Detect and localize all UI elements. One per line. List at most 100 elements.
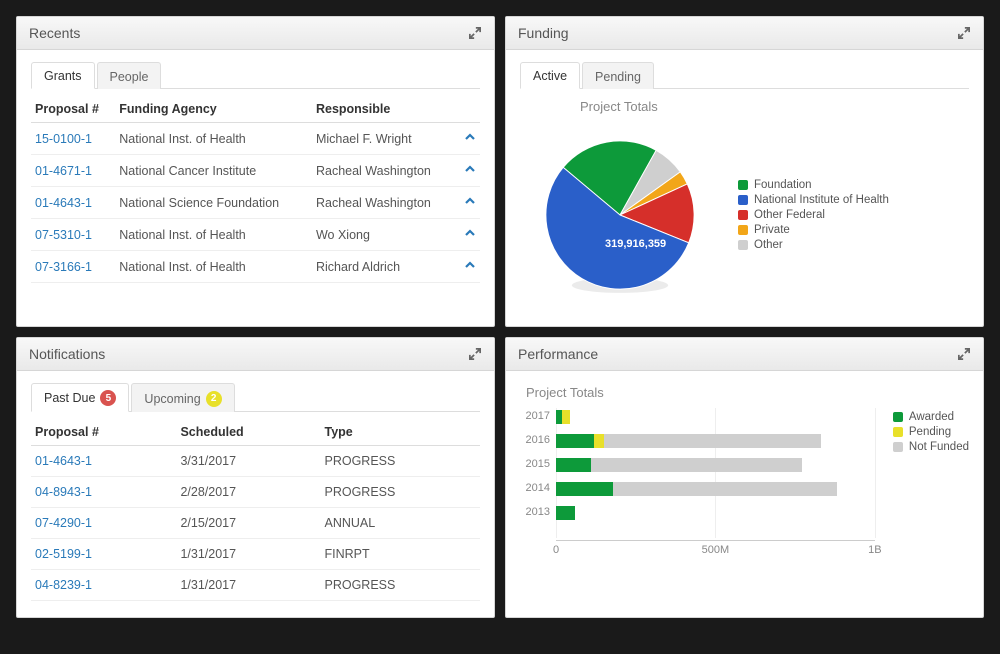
bar-segment-notfunded[interactable] [613, 482, 836, 496]
proposal-link[interactable]: 01-4643-1 [35, 196, 92, 210]
proposal-link[interactable]: 07-3166-1 [35, 260, 92, 274]
expand-icon[interactable] [957, 26, 971, 40]
chevron-up-icon[interactable] [464, 163, 476, 175]
bar-segment-awarded[interactable] [556, 434, 594, 448]
swatch-icon [738, 180, 748, 190]
chevron-up-icon[interactable] [464, 131, 476, 143]
column-header: Proposal # [31, 95, 115, 123]
tab-label: Past Due [44, 391, 95, 405]
panel-funding: Funding ActivePending Project Totals 319… [505, 16, 984, 327]
dashboard-grid: Recents GrantsPeople Proposal #Funding A… [16, 16, 984, 618]
pie-legend: Foundation National Institute of Health Ot… [738, 176, 889, 254]
legend-label: Awarded [909, 411, 954, 423]
panel-header-performance: Performance [506, 338, 983, 371]
cell-type: FINRPT [320, 539, 480, 570]
column-header: Proposal # [31, 418, 176, 446]
proposal-link[interactable]: 01-4643-1 [35, 454, 92, 468]
legend-item[interactable]: National Institute of Health [738, 194, 889, 206]
cell-type: ANNUAL [320, 508, 480, 539]
cell-scheduled: 2/15/2017 [176, 508, 320, 539]
legend-item[interactable]: Private [738, 224, 889, 236]
bar-row [556, 506, 875, 520]
swatch-icon [738, 195, 748, 205]
notifications-tabs: Past Due5Upcoming2 [31, 383, 480, 412]
proposal-link[interactable]: 07-4290-1 [35, 516, 92, 530]
tab-grants[interactable]: Grants [31, 62, 95, 89]
expand-icon[interactable] [468, 347, 482, 361]
legend-item[interactable]: Pending [893, 426, 969, 438]
cell-responsible: Michael F. Wright [312, 123, 456, 155]
bar-row [556, 434, 875, 448]
tab-label: People [110, 70, 149, 84]
x-tick-label: 500M [702, 544, 730, 556]
cell-type: PROGRESS [320, 570, 480, 601]
legend-item[interactable]: Awarded [893, 411, 969, 423]
legend-label: Pending [909, 426, 951, 438]
tab-pending[interactable]: Pending [582, 62, 654, 89]
tab-upcoming[interactable]: Upcoming2 [131, 383, 234, 412]
column-header: Responsible [312, 95, 456, 123]
chevron-up-icon[interactable] [464, 195, 476, 207]
y-axis-label: 2017 [520, 410, 550, 422]
table-row: 07-3166-1National Inst. of HealthRichard… [31, 251, 480, 283]
bar-segment-pending[interactable] [562, 410, 570, 424]
bar-chart-title: Project Totals [526, 385, 969, 400]
proposal-link[interactable]: 04-8943-1 [35, 485, 92, 499]
proposal-link[interactable]: 04-8239-1 [35, 578, 92, 592]
panel-header-funding: Funding [506, 17, 983, 50]
swatch-icon [893, 427, 903, 437]
panel-header-recents: Recents [17, 17, 494, 50]
panel-header-notifications: Notifications [17, 338, 494, 371]
proposal-link[interactable]: 01-4671-1 [35, 164, 92, 178]
panel-performance: Performance Project Totals 2017201620152… [505, 337, 984, 618]
tab-label: Pending [595, 70, 641, 84]
column-header: Scheduled [176, 418, 320, 446]
swatch-icon [738, 210, 748, 220]
cell-type: PROGRESS [320, 477, 480, 508]
table-row: 04-8943-12/28/2017PROGRESS [31, 477, 480, 508]
table-row: 01-4671-1National Cancer InstituteRachea… [31, 155, 480, 187]
cell-agency: National Inst. of Health [115, 123, 312, 155]
legend-label: Private [754, 224, 790, 236]
legend-item[interactable]: Foundation [738, 179, 889, 191]
proposal-link[interactable]: 02-5199-1 [35, 547, 92, 561]
proposal-link[interactable]: 07-5310-1 [35, 228, 92, 242]
bar-segment-pending[interactable] [594, 434, 604, 448]
cell-responsible: Racheal Washington [312, 155, 456, 187]
chevron-up-icon[interactable] [464, 259, 476, 271]
tab-label: Upcoming [144, 392, 200, 406]
y-axis-label: 2015 [520, 458, 550, 470]
gridline [875, 408, 876, 538]
bar-segment-awarded[interactable] [556, 458, 591, 472]
x-tick-label: 0 [553, 544, 559, 556]
cell-scheduled: 3/31/2017 [176, 446, 320, 477]
tab-people[interactable]: People [97, 62, 162, 89]
legend-label: Other [754, 239, 783, 251]
swatch-icon [738, 225, 748, 235]
panel-recents: Recents Grants People Proposal #Funding A… [16, 16, 495, 327]
table-row: 07-4290-1 2/15/2017ANNUAL [31, 508, 480, 539]
column-header: Funding Agency [115, 95, 312, 123]
bar-segment-awarded[interactable] [556, 482, 613, 496]
panel-notifications: Notifications Past Due5Upcoming2 Proposa… [16, 337, 495, 618]
expand-icon[interactable] [957, 347, 971, 361]
bar-row [556, 482, 875, 496]
legend-item[interactable]: Other Federal [738, 209, 889, 221]
proposal-link[interactable]: 15-0100-1 [35, 132, 92, 146]
notifications-table: Proposal #ScheduledType 01-4643-13/31/20… [31, 418, 480, 601]
cell-agency: National Inst. of Health [115, 251, 312, 283]
cell-agency: National Inst. of Health [115, 219, 312, 251]
bar-segment-notfunded[interactable] [591, 458, 801, 472]
panel-title: Performance [518, 346, 598, 362]
bar-segment-notfunded[interactable] [604, 434, 821, 448]
legend-item[interactable]: Other [738, 239, 889, 251]
recents-tabs: Grants People [31, 62, 480, 89]
chevron-up-icon[interactable] [464, 227, 476, 239]
tab-active[interactable]: Active [520, 62, 580, 89]
expand-icon[interactable] [468, 26, 482, 40]
cell-scheduled: 1/31/2017 [176, 570, 320, 601]
legend-item[interactable]: Not Funded [893, 441, 969, 453]
x-axis: 0500M1B [556, 540, 875, 558]
tab-past-due[interactable]: Past Due5 [31, 383, 129, 412]
bar-segment-awarded[interactable] [556, 506, 575, 520]
